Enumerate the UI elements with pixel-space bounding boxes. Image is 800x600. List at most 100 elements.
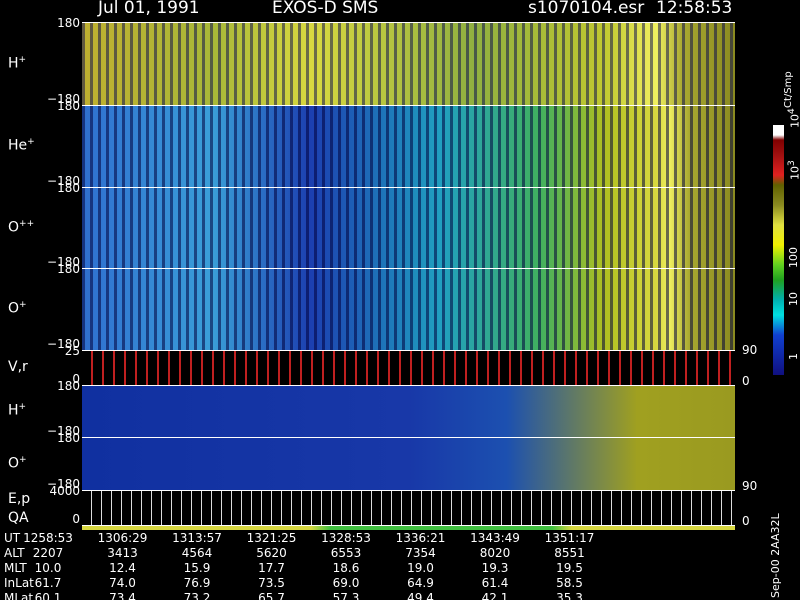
ephemeris-value: 1343:49: [470, 531, 520, 545]
left-tick-label: 0: [72, 372, 80, 386]
time: 12:58:53: [656, 0, 733, 18]
ephemeris-value: 61.7: [34, 576, 62, 590]
colorbar-base: 10: [787, 292, 800, 306]
label-sup: +: [27, 137, 35, 147]
ephemeris-value: 73.5: [258, 576, 285, 590]
ephemeris-value: 65.7: [258, 591, 285, 600]
panel-label: QA: [8, 510, 29, 526]
ephemeris-name: ALT: [4, 546, 25, 560]
left-tick-label: −180: [47, 92, 80, 106]
label-sup: +: [18, 402, 27, 412]
ephemeris-value: 73.2: [183, 591, 211, 600]
colorbar-base: 10: [788, 114, 800, 128]
ephemeris-value: 69.0: [332, 576, 360, 590]
ephemeris-value: 7354: [405, 546, 436, 560]
ephemeris-value: 1258:53: [23, 531, 73, 545]
label-text: V,r: [8, 358, 28, 375]
left-tick-label: −180: [47, 255, 80, 269]
ephemeris-value: 6553: [330, 546, 362, 560]
left-tick-label: 25: [64, 344, 80, 358]
ephemeris-value: 1336:21: [395, 531, 446, 545]
left-tick-label: −180: [47, 424, 80, 438]
left-tick-label: 180: [57, 262, 80, 276]
label-text: O: [8, 219, 20, 236]
right-tick-label: 90: [742, 479, 758, 493]
panel: [82, 385, 735, 438]
colorbar-base: 1: [787, 353, 800, 360]
ephemeris-value: 1306:29: [97, 531, 148, 545]
label-text: E,p: [8, 491, 31, 507]
panel: [82, 490, 735, 526]
ephemeris-value: 17.7: [258, 561, 285, 575]
ephemeris-value: 5620: [256, 546, 287, 560]
ephemeris-value: 74.0: [109, 576, 136, 590]
panel: [82, 22, 735, 106]
ephemeris-value: 4564: [181, 546, 213, 560]
label-text: H: [8, 55, 19, 72]
label-text: H: [8, 402, 19, 419]
left-tick-label: 180: [57, 16, 80, 30]
label-sup: +: [19, 454, 27, 465]
left-tick-label: −180: [47, 174, 80, 188]
ephemeris-name: UT: [4, 531, 21, 545]
left-tick-label: 4000: [49, 484, 80, 498]
ephemeris-value: 3413: [107, 546, 138, 560]
panel-label: He+: [8, 138, 35, 153]
file: s1070104.esr: [528, 0, 645, 18]
colorbar-exp: 3: [787, 160, 797, 166]
left-tick-label: 180: [57, 181, 80, 195]
ephemeris-value: 1321:25: [246, 531, 297, 545]
ephemeris-name: MLT: [4, 561, 27, 575]
right-tick-label: 0: [742, 514, 750, 528]
ephemeris-value: 73.4: [109, 591, 136, 600]
panel: [82, 105, 735, 188]
ephemeris-value: 35.3: [556, 591, 583, 600]
panel-label: V,r: [8, 360, 28, 374]
left-tick-label: 180: [57, 379, 80, 393]
colorbar-exp: 4: [787, 108, 797, 114]
ephemeris-value: 58.5: [556, 576, 583, 590]
label-sup: +: [19, 300, 27, 310]
ephemeris-value: 1328:53: [321, 531, 371, 545]
ephemeris-value: 8020: [479, 546, 511, 560]
colorbar-base: 10: [788, 166, 800, 180]
ephemeris-value: 64.9: [407, 576, 434, 590]
ephemeris-name: MLat: [4, 591, 34, 600]
panel-label: E,p: [8, 492, 30, 506]
ephemeris-value: 1313:57: [172, 531, 222, 545]
ephemeris-value: 8551: [554, 546, 585, 560]
ephemeris-value: 18.6: [332, 561, 360, 575]
panel: [82, 268, 735, 351]
qa-strip: [82, 526, 735, 530]
ephemeris-value: 61.4: [481, 576, 509, 590]
left-tick-label: −180: [47, 477, 80, 491]
panel: [82, 350, 735, 386]
label-sup: +: [18, 54, 27, 65]
ephemeris-value: 76.9: [183, 576, 211, 590]
ephemeris-value: 49.4: [407, 591, 434, 600]
ephemeris-value: 57.3: [332, 591, 360, 600]
panel: [82, 437, 735, 491]
ephemeris-value: 19.5: [556, 561, 583, 575]
panel-label: H+: [8, 54, 27, 72]
left-tick-label: −180: [47, 337, 80, 351]
colorbar-label: 103: [787, 160, 800, 180]
colorbar-title: Ct/Smp: [783, 71, 794, 108]
panel-label: H+: [8, 403, 26, 418]
label-text: O: [8, 300, 20, 317]
colorbar-label: 100: [787, 247, 800, 268]
panel-label: O+: [8, 454, 27, 470]
ephemeris-value: 19.0: [407, 561, 434, 575]
left-tick-label: 0: [72, 512, 80, 526]
ephemeris-value: 42.1: [481, 591, 509, 600]
left-tick-label: 180: [57, 99, 80, 113]
colorbar-label: 10: [787, 292, 800, 306]
ephemeris-value: 12.4: [109, 561, 136, 575]
colorbar-base: 100: [787, 247, 800, 268]
label-text: He: [8, 137, 28, 154]
panel-label: O+: [8, 301, 27, 316]
label-sup: ++: [19, 218, 35, 229]
ephemeris-value: 1351:17: [544, 531, 595, 545]
footer: Sep-00 2AA32L: [769, 513, 782, 598]
instrument: EXOS-D SMS: [272, 0, 379, 18]
